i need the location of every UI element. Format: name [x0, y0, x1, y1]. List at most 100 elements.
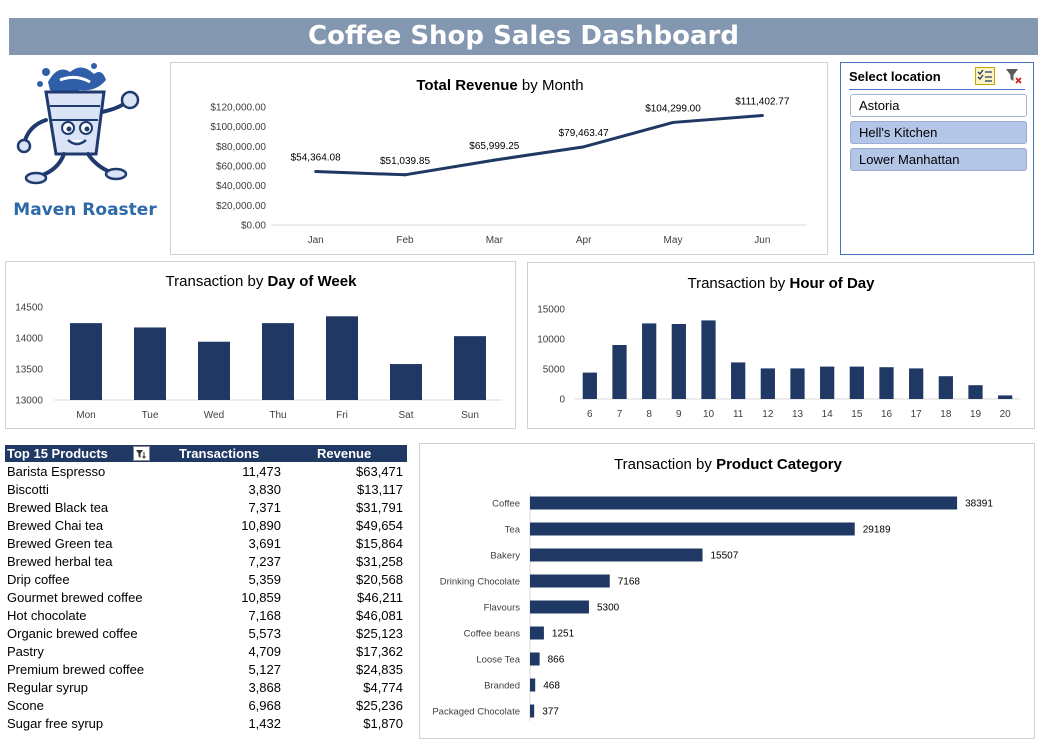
x-tick-label: 19	[970, 409, 982, 420]
data-label: 38391	[965, 499, 993, 510]
bar	[642, 323, 657, 399]
data-label: $79,463.47	[559, 128, 609, 139]
data-label: $104,299.00	[645, 103, 701, 114]
y-tick-label: 13000	[15, 396, 43, 407]
y-tick-label: 14500	[15, 303, 43, 314]
slicer-header: Select location	[849, 69, 941, 84]
cell-transactions: 3,830	[248, 482, 281, 497]
x-tick-label: 16	[881, 409, 893, 420]
bar	[530, 652, 540, 666]
table-row: Scone 6,968 $25,236	[5, 696, 407, 714]
cell-revenue: $31,258	[356, 554, 403, 569]
bar	[326, 316, 358, 400]
bar	[582, 372, 597, 399]
multi-select-icon[interactable]	[975, 66, 995, 86]
chart-title: Transaction by Hour of Day	[687, 275, 875, 292]
cell-transactions: 5,359	[248, 572, 281, 587]
x-tick-label: Thu	[269, 410, 286, 421]
data-label: 468	[543, 681, 560, 692]
bar	[879, 367, 894, 399]
bar	[454, 336, 486, 400]
day-of-week-bar-chart: Transaction by Day of Week 13000 13500 1400…	[15, 273, 502, 421]
cell-product: Premium brewed coffee	[7, 662, 145, 677]
x-tick-label: May	[664, 235, 683, 246]
table-row: Brewed herbal tea 7,237 $31,258	[5, 552, 407, 570]
product-category-bar-chart: Transaction by Product Category Coffee 383…	[432, 456, 993, 721]
bar	[530, 522, 855, 536]
cell-revenue: $25,236	[356, 698, 403, 713]
data-label: 29189	[863, 525, 891, 536]
y-tick-label: 5000	[543, 365, 566, 376]
data-label: $54,364.08	[291, 153, 341, 164]
table-row: Brewed Chai tea 10,890 $49,654	[5, 516, 407, 534]
chart-title: Transaction by Day of Week	[166, 273, 358, 290]
revenue-series-line	[315, 113, 763, 177]
cell-product: Gourmet brewed coffee	[7, 590, 143, 605]
x-tick-label: 15	[851, 409, 863, 420]
cell-transactions: 6,968	[248, 698, 281, 713]
header-transactions: Transactions	[179, 446, 260, 461]
bar	[760, 368, 775, 399]
bar	[938, 376, 953, 399]
x-tick-label: 18	[940, 409, 952, 420]
cell-transactions: 10,890	[241, 518, 281, 533]
x-tick-label: 20	[1000, 409, 1012, 420]
revenue-point	[671, 120, 675, 124]
cell-transactions: 4,709	[248, 644, 281, 659]
cell-transactions: 1,432	[248, 716, 281, 731]
table-row: Premium brewed coffee 5,127 $24,835	[5, 660, 407, 678]
table-row: Drip coffee 5,359 $20,568	[5, 570, 407, 588]
table-body: Barista Espresso 11,473 $63,471 Biscotti 3,8…	[5, 462, 407, 732]
y-tick-label: $60,000.00	[216, 162, 266, 173]
chart-title-title-normal: Transaction by	[687, 275, 789, 292]
chart-title-title-bold: Day of Week	[268, 273, 358, 290]
cell-revenue: $31,791	[356, 500, 403, 515]
revenue-point	[403, 173, 407, 177]
data-label: 1251	[552, 629, 575, 640]
slicer-divider	[849, 89, 1025, 90]
cell-transactions: 5,573	[248, 626, 281, 641]
x-tick-label: 13	[792, 409, 804, 420]
cell-revenue: $13,117	[356, 482, 403, 497]
data-label: $111,402.77	[735, 96, 790, 107]
y-tick-label: 14000	[15, 334, 43, 345]
cell-product: Biscotti	[7, 482, 49, 497]
bar	[134, 327, 166, 400]
bar	[612, 345, 627, 399]
x-tick-label: 9	[676, 409, 682, 420]
x-tick-label: 7	[617, 409, 623, 420]
x-tick-label: 17	[911, 409, 923, 420]
cell-product: Pastry	[7, 644, 44, 659]
x-tick-label: 12	[762, 409, 774, 420]
cell-product: Sugar free syrup	[7, 716, 104, 731]
revenue-line-chart: Total Revenue by Month $0.00 $20,000.00 $40…	[210, 77, 807, 246]
slicer-item-astoria[interactable]: Astoria	[850, 94, 1027, 117]
header-revenue: Revenue	[317, 446, 372, 461]
cell-revenue: $20,568	[356, 572, 403, 587]
filter-dropdown-icon[interactable]	[133, 446, 150, 461]
clear-filter-icon[interactable]	[1004, 66, 1024, 86]
cell-transactions: 5,127	[248, 662, 281, 677]
chart-title-title-suffix: by Month	[518, 77, 584, 94]
bar	[790, 368, 805, 399]
slicer-item-lower-manhattan[interactable]: Lower Manhattan	[850, 148, 1027, 171]
y-tick-label: 15000	[537, 305, 565, 316]
dashboard-title: Coffee Shop Sales Dashboard	[9, 18, 1038, 55]
hour-of-day-chart-panel: Transaction by Hour of Day 0 5000 10000 1500…	[527, 262, 1035, 429]
data-label: $51,039.85	[380, 156, 430, 167]
cell-transactions: 7,168	[248, 608, 281, 623]
chart-title: Total Revenue by Month	[416, 77, 583, 94]
slicer-item-hells-kitchen[interactable]: Hell's Kitchen	[850, 121, 1027, 144]
bar	[671, 324, 686, 399]
revenue-point	[760, 113, 764, 117]
revenue-chart-panel: Total Revenue by Month $0.00 $20,000.00 $40…	[170, 62, 828, 255]
location-slicer: Select location Astoria Hell's Kitchen L…	[840, 62, 1034, 255]
cell-product: Brewed Chai tea	[7, 518, 104, 533]
table-row: Biscotti 3,830 $13,117	[5, 480, 407, 498]
table-row: Brewed Green tea 3,691 $15,864	[5, 534, 407, 552]
bar	[262, 323, 294, 400]
y-category-label: Bakery	[490, 551, 520, 562]
cell-product: Brewed Green tea	[7, 536, 113, 551]
y-category-label: Flavours	[484, 603, 521, 614]
bar	[530, 574, 610, 588]
